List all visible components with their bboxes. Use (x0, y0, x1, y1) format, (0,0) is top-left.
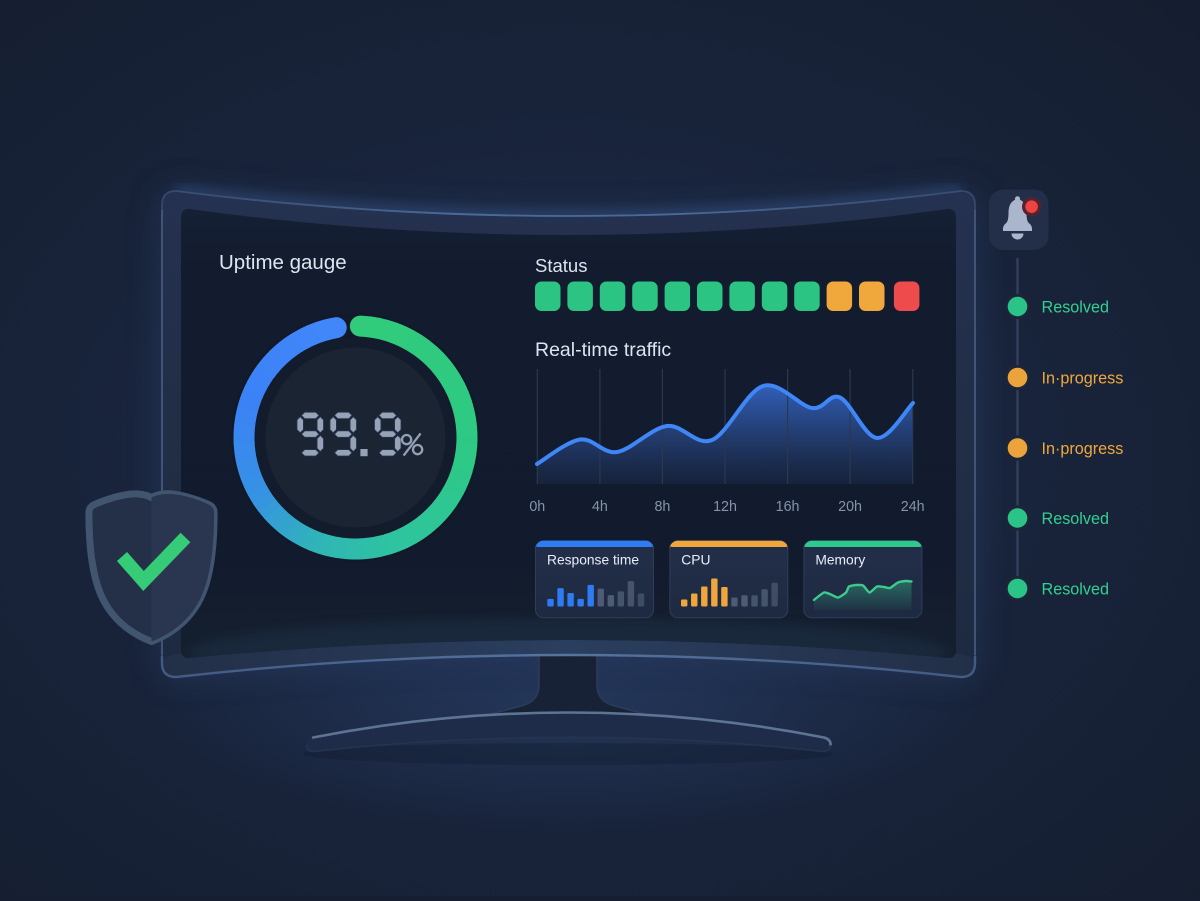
svg-text:In·progress: In·progress (1042, 440, 1124, 458)
svg-text:4h: 4h (592, 499, 608, 515)
svg-text:Memory: Memory (815, 552, 865, 567)
svg-text:CPU: CPU (681, 552, 710, 567)
svg-text:Resolved: Resolved (1042, 299, 1110, 317)
svg-text:Uptime gauge: Uptime gauge (219, 251, 347, 274)
svg-text:In·progress: In·progress (1042, 370, 1124, 388)
svg-text:0h: 0h (529, 499, 545, 515)
svg-text:24h: 24h (901, 499, 925, 515)
svg-text:Real-time traffic: Real-time traffic (535, 339, 671, 361)
svg-text:8h: 8h (654, 499, 670, 515)
svg-text:Resolved: Resolved (1042, 510, 1110, 528)
svg-text:12h: 12h (713, 499, 737, 515)
svg-text:Response time: Response time (547, 552, 639, 567)
svg-text:20h: 20h (838, 499, 862, 515)
svg-text:16h: 16h (776, 499, 800, 515)
svg-text:Resolved: Resolved (1042, 581, 1110, 599)
svg-text:Status: Status (535, 255, 587, 276)
